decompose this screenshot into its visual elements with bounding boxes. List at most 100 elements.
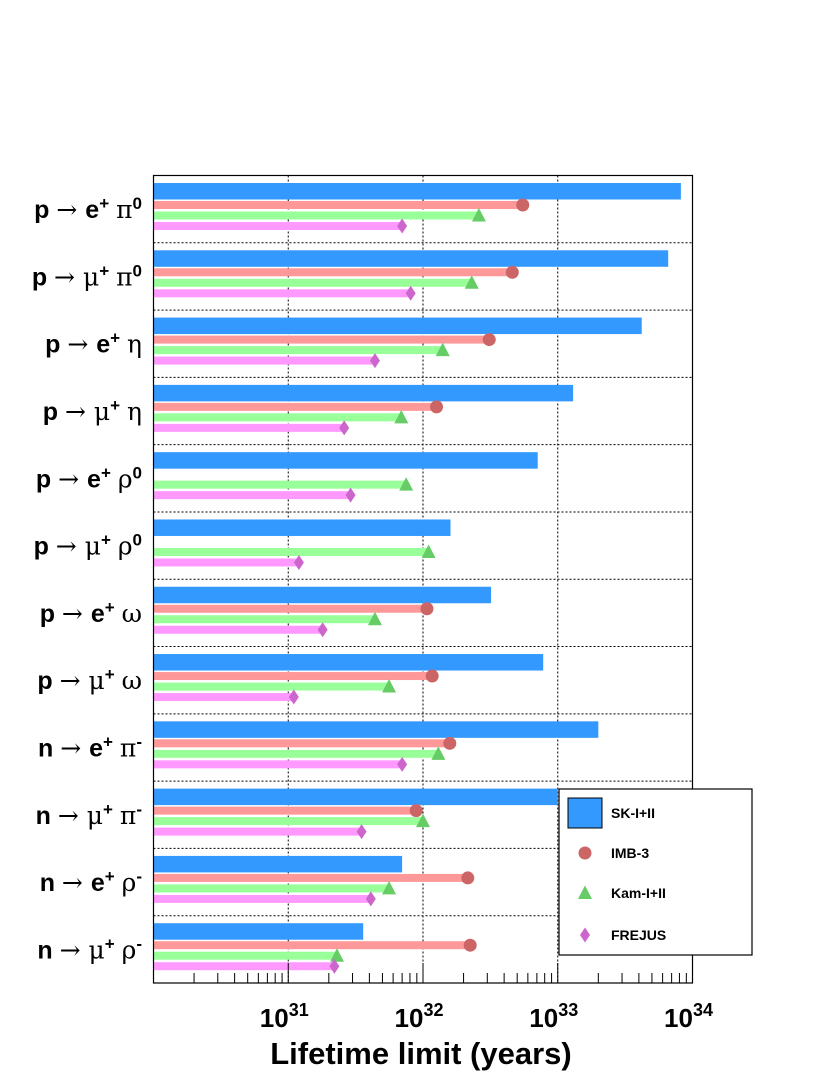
category-label: n → e+ ρ- [40, 867, 142, 897]
diamond-marker [365, 891, 376, 907]
legend-label: SK-I+II [611, 805, 655, 821]
x-tick-label: 1032 [395, 1000, 444, 1033]
circle-marker [430, 400, 444, 414]
circle-marker [461, 871, 475, 885]
category-row [153, 923, 477, 974]
triangle-marker [382, 679, 397, 693]
category-label: p → μ+ η [43, 396, 142, 426]
bar-imb-3 [153, 806, 417, 815]
category-label: p → e+ ω [40, 598, 142, 628]
bar-sk-i-ii [153, 452, 538, 469]
diamond-marker [317, 622, 328, 638]
category-row [153, 384, 574, 436]
legend-label: FREJUS [611, 927, 666, 943]
legend-swatch-bar [567, 797, 603, 829]
bar-sk-i-ii [153, 654, 544, 671]
diamond-marker [329, 958, 340, 974]
bar-imb-3 [153, 739, 450, 748]
diamond-marker [405, 285, 416, 301]
bar-kam-i-ii [153, 211, 479, 220]
triangle-marker [329, 948, 344, 962]
bar-sk-i-ii [153, 788, 558, 806]
bar-frejus [153, 289, 411, 298]
category-row [153, 586, 492, 638]
x-axis-title: Lifetime limit (years) [270, 1036, 571, 1071]
diamond-marker [288, 689, 299, 705]
bar-kam-i-ii [153, 547, 429, 556]
bar-sk-i-ii [153, 721, 599, 738]
bar-kam-i-ii [153, 951, 337, 960]
diamond-marker [397, 218, 408, 234]
bar-kam-i-ii [153, 884, 390, 893]
bar-imb-3 [153, 268, 513, 277]
category-label: p → e+ π0 [34, 194, 142, 224]
legend: SK-I+II IMB-3 Kam-I+II FREJUS [558, 788, 753, 956]
bar-frejus [153, 222, 403, 230]
diamond-marker [345, 487, 356, 503]
circle-marker [409, 804, 423, 818]
bar-imb-3 [153, 604, 427, 613]
bar-sk-i-ii [153, 183, 681, 200]
diamond-marker [356, 824, 367, 840]
category-row [153, 250, 669, 301]
triangle-marker [578, 885, 592, 899]
diamond-marker [397, 756, 408, 772]
x-tick-label: 1034 [664, 1000, 713, 1033]
x-tick-label: 1033 [529, 1000, 578, 1033]
bar-imb-3 [153, 873, 468, 882]
bar-frejus [153, 625, 323, 634]
category-row [153, 654, 544, 705]
circle-marker [443, 736, 457, 750]
bar-kam-i-ii [153, 615, 375, 624]
triangle-marker [367, 611, 382, 626]
circle-marker [425, 669, 439, 683]
diamond-marker [293, 554, 304, 570]
bar-imb-3 [153, 402, 437, 411]
triangle-marker [431, 746, 446, 760]
category-label: p → e+ η [45, 329, 142, 359]
bar-sk-i-ii [153, 923, 364, 940]
data-marks [153, 183, 681, 974]
diamond-marker [369, 353, 380, 369]
bar-kam-i-ii [153, 278, 472, 287]
bar-frejus [153, 760, 403, 769]
bar-frejus [153, 693, 294, 702]
category-row [153, 855, 475, 907]
triangle-marker [394, 409, 409, 424]
bar-sk-i-ii [153, 855, 403, 873]
circle-marker [516, 198, 530, 212]
category-row [153, 452, 538, 503]
x-axis-ticks: 1031 1032 1033 1034 [153, 963, 713, 1033]
triangle-marker [421, 544, 436, 558]
triangle-marker [382, 880, 397, 895]
bar-frejus [153, 423, 345, 432]
legend-label: IMB-3 [611, 845, 649, 861]
bar-kam-i-ii [153, 480, 407, 489]
bar-imb-3 [153, 201, 523, 209]
bar-kam-i-ii [153, 346, 443, 355]
category-label: p → e+ ρ0 [36, 463, 142, 493]
bar-frejus [153, 827, 362, 836]
triangle-marker [416, 813, 430, 828]
bar-sk-i-ii [153, 384, 574, 402]
category-row [153, 721, 599, 772]
category-label: p → μ+ ρ0 [34, 531, 142, 561]
bar-sk-i-ii [153, 586, 492, 604]
bar-sk-i-ii [153, 250, 669, 267]
bar-kam-i-ii [153, 413, 402, 422]
circle-marker [420, 602, 434, 616]
category-label: n → μ+ ρ- [37, 934, 142, 964]
diamond-marker [339, 420, 350, 436]
category-row [153, 317, 642, 369]
bar-frejus [153, 558, 299, 567]
circle-marker [463, 938, 477, 952]
triangle-marker [464, 275, 479, 289]
bar-imb-3 [153, 941, 471, 950]
category-label: p → μ+ π0 [32, 261, 142, 291]
bar-frejus [153, 356, 375, 365]
bar-frejus [153, 962, 335, 971]
category-labels: p → e+ π0 p → μ+ π0 p → e+ η p → μ+ η p → e+… [32, 194, 142, 964]
diamond-marker [580, 927, 590, 943]
category-row [153, 519, 451, 570]
category-row [153, 183, 681, 234]
